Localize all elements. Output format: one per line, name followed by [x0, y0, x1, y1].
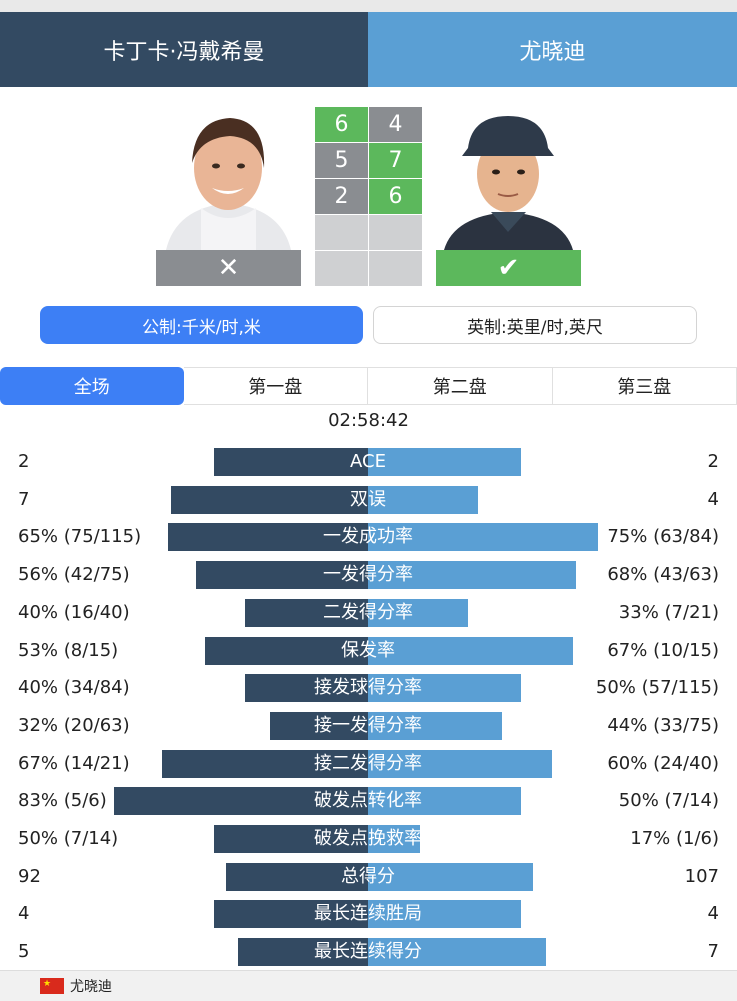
stat-value-player2: 17% (1/6) [630, 820, 719, 858]
stat-value-player1: 7 [18, 481, 29, 519]
stat-value-player1: 5 [18, 933, 29, 971]
stat-value-player2: 50% (57/115) [596, 669, 719, 707]
stat-value-player1: 92 [18, 858, 41, 896]
set2-p1-score: 5 [315, 143, 368, 178]
close-icon: ✕ [218, 253, 240, 283]
stat-label: 最长连续得分 [268, 933, 468, 971]
stat-label: 接一发得分率 [268, 707, 468, 745]
match-duration: 02:58:42 [0, 410, 737, 431]
stat-value-player2: 50% (7/14) [619, 782, 719, 820]
tab-set1[interactable]: 第一盘 [184, 367, 369, 405]
stat-value-player1: 65% (75/115) [18, 518, 141, 556]
set2-p2-score: 7 [369, 143, 422, 178]
player2-name[interactable]: 尤晓迪 [368, 12, 737, 87]
stat-value-player2: 4 [708, 481, 719, 519]
player2-result: ✔ [436, 250, 581, 286]
stat-value-player2: 67% (10/15) [607, 632, 719, 670]
imperial-units-button[interactable]: 英制:英里/时,英尺 [373, 306, 697, 344]
stat-value-player1: 2 [18, 443, 29, 481]
check-icon: ✔ [498, 253, 520, 283]
stat-value-player1: 32% (20/63) [18, 707, 130, 745]
set4-p1-score [315, 215, 368, 250]
set1-p2-score: 4 [369, 107, 422, 142]
stat-label: 破发点挽救率 [268, 820, 468, 858]
stat-value-player1: 83% (5/6) [18, 782, 107, 820]
china-flag-icon: ★ [40, 978, 64, 994]
footer-bar: ★ 尤晓迪 [0, 970, 737, 1001]
stat-value-player1: 67% (14/21) [18, 745, 130, 783]
stat-label: 总得分 [268, 858, 468, 896]
stat-label: 双误 [268, 481, 468, 519]
stat-value-player2: 7 [708, 933, 719, 971]
player2-avatar [436, 108, 581, 250]
set5-p1-score [315, 251, 368, 286]
set3-p2-score: 6 [369, 179, 422, 214]
stat-label: 接二发得分率 [268, 745, 468, 783]
set4-p2-score [369, 215, 422, 250]
stat-row: 7 4 双误 [0, 481, 737, 519]
stat-label: 破发点转化率 [268, 782, 468, 820]
tab-set2[interactable]: 第二盘 [368, 367, 553, 405]
stat-value-player1: 40% (34/84) [18, 669, 130, 707]
stat-value-player2: 44% (33/75) [607, 707, 719, 745]
stat-label: 一发成功率 [268, 518, 468, 556]
stat-value-player1: 56% (42/75) [18, 556, 130, 594]
stat-label: 最长连续胜局 [268, 895, 468, 933]
stat-value-player2: 107 [685, 858, 719, 896]
stat-row: 92 107 总得分 [0, 858, 737, 896]
stat-value-player2: 4 [708, 895, 719, 933]
stat-row: 65% (75/115) 75% (63/84) 一发成功率 [0, 518, 737, 556]
stat-value-player1: 50% (7/14) [18, 820, 118, 858]
stat-value-player2: 68% (43/63) [607, 556, 719, 594]
stat-row: 40% (16/40) 33% (7/21) 二发得分率 [0, 594, 737, 632]
stat-value-player1: 53% (8/15) [18, 632, 118, 670]
set5-p2-score [369, 251, 422, 286]
stat-label: 保发率 [268, 632, 468, 670]
player1-name[interactable]: 卡丁卡·冯戴希曼 [0, 12, 368, 87]
stat-row: 67% (14/21) 60% (24/40) 接二发得分率 [0, 745, 737, 783]
stat-row: 56% (42/75) 68% (43/63) 一发得分率 [0, 556, 737, 594]
stat-value-player2: 2 [708, 443, 719, 481]
footer-player-name: 尤晓迪 [70, 976, 112, 996]
set1-p1-score: 6 [315, 107, 368, 142]
stat-label: ACE [268, 443, 468, 481]
stat-value-player1: 40% (16/40) [18, 594, 130, 632]
set3-p1-score: 2 [315, 179, 368, 214]
stat-label: 接发球得分率 [268, 669, 468, 707]
set-tabs: 全场 第一盘 第二盘 第三盘 [0, 367, 737, 405]
set-score-grid: 6 4 5 7 2 6 [315, 107, 422, 286]
top-strip [0, 0, 737, 12]
stat-label: 一发得分率 [268, 556, 468, 594]
stat-value-player1: 4 [18, 895, 29, 933]
player1-avatar [156, 108, 301, 250]
stat-value-player2: 33% (7/21) [619, 594, 719, 632]
stat-row: 50% (7/14) 17% (1/6) 破发点挽救率 [0, 820, 737, 858]
stat-value-player2: 75% (63/84) [607, 518, 719, 556]
tab-set3[interactable]: 第三盘 [553, 367, 737, 405]
stat-row: 83% (5/6) 50% (7/14) 破发点转化率 [0, 782, 737, 820]
metric-units-button[interactable]: 公制:千米/时,米 [40, 306, 363, 344]
stat-row: 32% (20/63) 44% (33/75) 接一发得分率 [0, 707, 737, 745]
tab-match[interactable]: 全场 [0, 367, 184, 405]
stat-label: 二发得分率 [268, 594, 468, 632]
stat-row: 2 2 ACE [0, 443, 737, 481]
player1-result: ✕ [156, 250, 301, 286]
stat-value-player2: 60% (24/40) [607, 745, 719, 783]
stat-row: 53% (8/15) 67% (10/15) 保发率 [0, 632, 737, 670]
players-header: 卡丁卡·冯戴希曼 尤晓迪 [0, 12, 737, 87]
stat-row: 40% (34/84) 50% (57/115) 接发球得分率 [0, 669, 737, 707]
stat-row: 5 7 最长连续得分 [0, 933, 737, 971]
stat-row: 4 4 最长连续胜局 [0, 895, 737, 933]
